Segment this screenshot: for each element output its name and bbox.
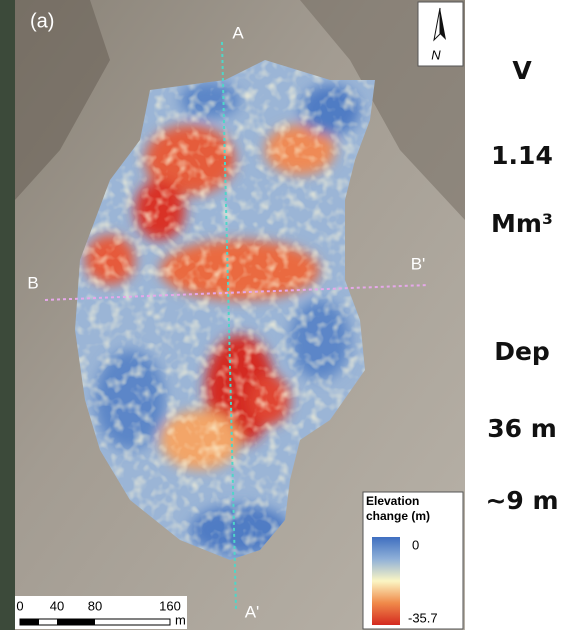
profile-label: A' xyxy=(245,602,260,621)
side-text: 36 m xyxy=(487,414,557,443)
side-text: Mm³ xyxy=(491,209,553,238)
scale-label: 80 xyxy=(88,598,102,613)
profile-label: B' xyxy=(411,254,426,273)
scale-label: 0 xyxy=(16,598,23,613)
scale-unit: m xyxy=(175,612,186,627)
panel-label: (a) xyxy=(30,10,54,32)
scale-label: 160 xyxy=(159,598,181,613)
north-label: N xyxy=(431,47,441,62)
legend-label: 0 xyxy=(412,537,419,552)
side-text: ~9 m xyxy=(485,486,558,515)
legend-title-wrap: Elevation change (m) xyxy=(366,494,462,532)
legend-label: -35.7 xyxy=(408,610,438,625)
side-text: V xyxy=(512,56,532,85)
profile-label: B xyxy=(27,273,38,292)
photo-strip xyxy=(0,0,15,630)
profile-label: A xyxy=(232,23,244,42)
side-text: 1.14 xyxy=(491,141,553,170)
legend-title: Elevation change (m) xyxy=(366,494,462,524)
legend-colorbar xyxy=(372,537,400,625)
map-figure: (a) A A' B B' N Elevation change (m) 0 -… xyxy=(0,0,579,630)
side-text: Dep xyxy=(494,337,550,366)
scale-label: 40 xyxy=(50,598,64,613)
scale-bar xyxy=(20,619,170,625)
